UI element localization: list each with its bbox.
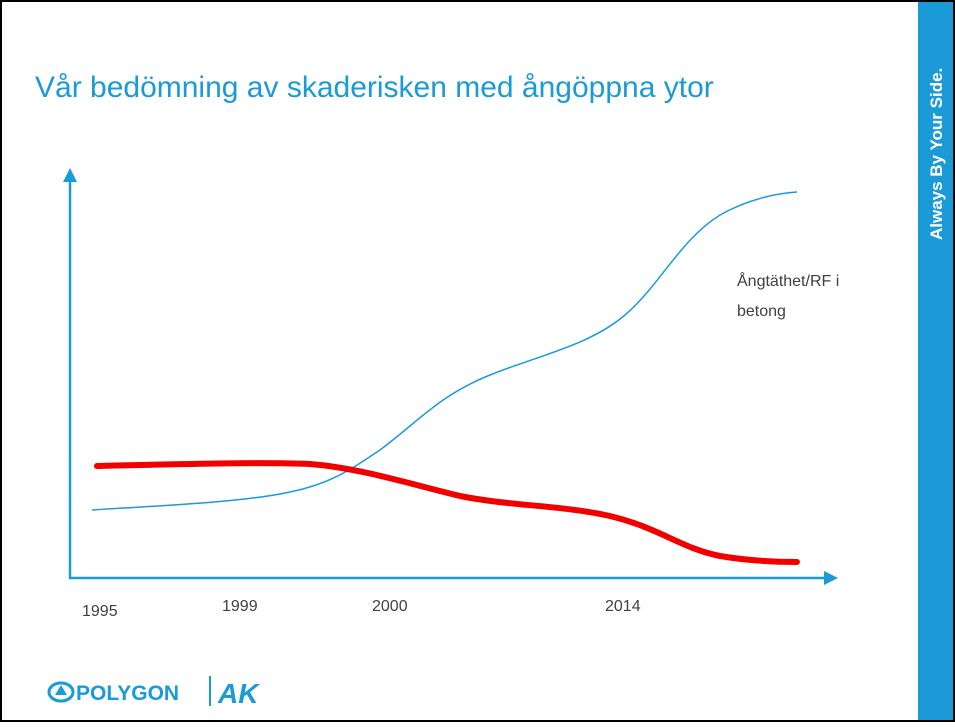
x-arrow [824, 571, 838, 585]
x-label: 2000 [372, 598, 408, 615]
slide-title: Vår bedömning av skaderisken med ångöppn… [35, 71, 714, 104]
side-banner-text: Always By Your Side. [927, 68, 946, 240]
x-labels: 1995 1999 2000 2014 [82, 598, 641, 620]
x-label: 1999 [222, 598, 258, 615]
logo-partner: AK [217, 678, 260, 709]
logo-icon [47, 681, 75, 703]
x-label: 2014 [605, 598, 641, 615]
curve-label: betong [737, 303, 786, 320]
vapor-curve [91, 191, 798, 511]
risk-curve [94, 460, 800, 565]
logo-icon-inner [55, 685, 67, 695]
x-label: 1995 [82, 603, 118, 620]
logo-brand: POLYGON [76, 682, 179, 705]
side-banner-bg [918, 2, 953, 720]
logo: POLYGON AK [47, 676, 260, 709]
curve-label: Ångtäthet/RF i [737, 271, 839, 290]
axes [68, 178, 828, 580]
y-arrow [63, 168, 77, 182]
